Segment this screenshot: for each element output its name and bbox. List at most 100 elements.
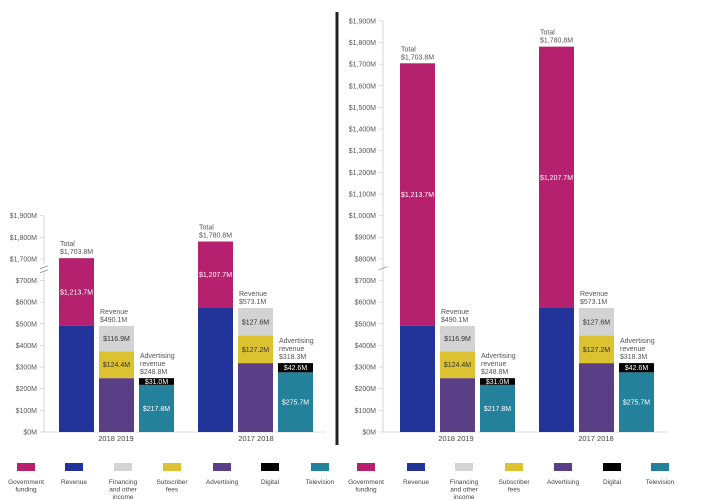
data-label: $127.6M: [583, 319, 610, 326]
bar-annotation: Total: [540, 30, 555, 37]
y-tick-label: $1,700M: [10, 257, 37, 264]
bar-revenue-2018-2019: [59, 326, 94, 432]
data-label: $127.2M: [583, 347, 610, 354]
legend-label: fees: [166, 487, 179, 494]
legend-swatch-revenue: [407, 463, 425, 471]
bar-annotation: $318.3M: [279, 354, 306, 361]
data-label: $1,207.7M: [199, 272, 232, 279]
y-tick-label: $1,400M: [349, 127, 376, 134]
legend-label: Digital: [603, 479, 622, 486]
legend-label: Television: [646, 479, 675, 486]
legend-swatch-television: [651, 463, 669, 471]
data-label: $124.4M: [103, 362, 130, 369]
y-tick-label: $700M: [16, 278, 38, 285]
legend-swatch-financing: [455, 463, 473, 471]
data-label: $1,207.7M: [540, 175, 573, 182]
x-category-label: 2017 2018: [238, 434, 273, 443]
data-label: $1,213.7M: [401, 192, 434, 199]
legend-swatch-government-funding: [357, 463, 375, 471]
bar-annotation: revenue: [481, 361, 506, 368]
legend-label: Digital: [261, 479, 280, 486]
bar-annotation: $573.1M: [239, 299, 266, 306]
y-tick-label: $1,700M: [349, 62, 376, 69]
x-category-label: 2018 2019: [98, 434, 133, 443]
legend-label: Financing: [450, 479, 479, 486]
legend-swatch-digital: [603, 463, 621, 471]
y-tick-label: $600M: [355, 300, 377, 307]
y-tick-label: $200M: [16, 386, 38, 393]
y-tick-label: $1,900M: [349, 18, 376, 25]
bar-annotation: Advertising: [279, 338, 314, 345]
y-tick-label: $1,800M: [10, 235, 37, 242]
legend-swatch-government-funding: [17, 463, 35, 471]
legend-label: income: [113, 494, 134, 500]
bar-annotation: $1,703.8M: [401, 54, 434, 61]
bar-annotation: $1,703.8M: [60, 249, 93, 256]
y-tick-label: $100M: [355, 408, 377, 415]
data-label: $31.0M: [486, 379, 510, 386]
bar-annotation: $248.8M: [481, 369, 508, 376]
bar-advertising-2017-2018: [579, 363, 614, 432]
bar-annotation: Advertising: [140, 353, 175, 360]
bar-annotation: $573.1M: [580, 299, 607, 306]
axis-break-mark: [40, 266, 48, 273]
legend-label: income: [454, 494, 475, 500]
data-label: $31.0M: [145, 379, 169, 386]
legend-label: funding: [355, 487, 377, 494]
data-label: $1,213.7M: [60, 290, 93, 297]
bar-annotation: revenue: [279, 346, 304, 353]
bar-annotation: Total: [199, 225, 214, 232]
legend-label: funding: [15, 487, 37, 494]
legend-label: Advertising: [206, 479, 239, 486]
legend-label: fees: [508, 487, 521, 494]
y-tick-label: $1,800M: [349, 40, 376, 47]
legend-swatch-advertising: [554, 463, 572, 471]
bar-revenue-2017-2018: [198, 308, 233, 432]
bar-annotation: $490.1M: [441, 317, 468, 324]
y-tick-label: $200M: [355, 386, 377, 393]
legend-swatch-revenue: [65, 463, 83, 471]
legend-swatch-television: [311, 463, 329, 471]
legend-label: Revenue: [403, 479, 429, 486]
y-tick-label: $600M: [16, 300, 38, 307]
legend-swatch-digital: [261, 463, 279, 471]
x-category-label: 2018 2019: [438, 434, 473, 443]
bar-annotation: $318.3M: [620, 354, 647, 361]
right-panel: $0M$100M$200M$300M$400M$500M$600M$700M$8…: [349, 18, 668, 443]
bar-annotation: Advertising: [481, 353, 516, 360]
bar-advertising-2018-2019: [99, 378, 134, 432]
legend-label: Subscriber: [498, 479, 530, 486]
chart-canvas: $0M$100M$200M$300M$400M$500M$600M$700M$1…: [0, 0, 706, 500]
bar-annotation: Total: [401, 46, 416, 53]
data-label: $124.4M: [444, 362, 471, 369]
data-label: $217.8M: [143, 406, 170, 413]
x-category-label: 2017 2018: [578, 434, 613, 443]
bar-annotation: Advertising: [620, 338, 655, 345]
bar-revenue-2018-2019: [400, 326, 435, 432]
bar-advertising-2017-2018: [238, 363, 273, 432]
y-tick-label: $300M: [16, 365, 38, 372]
y-tick-label: $100M: [16, 408, 38, 415]
left-panel: $0M$100M$200M$300M$400M$500M$600M$700M$1…: [10, 213, 326, 443]
y-tick-label: $300M: [355, 365, 377, 372]
legend-label: Television: [306, 479, 335, 486]
data-label: $127.6M: [242, 319, 269, 326]
data-label: $127.2M: [242, 347, 269, 354]
bar-annotation: Revenue: [100, 309, 128, 316]
data-label: $116.9M: [103, 336, 130, 343]
y-tick-label: $1,600M: [349, 83, 376, 90]
y-tick-label: $1,300M: [349, 148, 376, 155]
bar-annotation: revenue: [620, 346, 645, 353]
y-tick-label: $1,500M: [349, 105, 376, 112]
y-tick-label: $500M: [355, 321, 377, 328]
legend-swatch-financing: [114, 463, 132, 471]
bar-annotation: $490.1M: [100, 317, 127, 324]
bar-annotation: Revenue: [580, 291, 608, 298]
legend-label: Subscriber: [156, 479, 188, 486]
y-tick-label: $800M: [355, 256, 377, 263]
y-tick-label: $400M: [16, 343, 38, 350]
y-tick-label: $1,100M: [349, 191, 376, 198]
data-label: $217.8M: [484, 406, 511, 413]
legend-label: Government: [8, 479, 44, 486]
